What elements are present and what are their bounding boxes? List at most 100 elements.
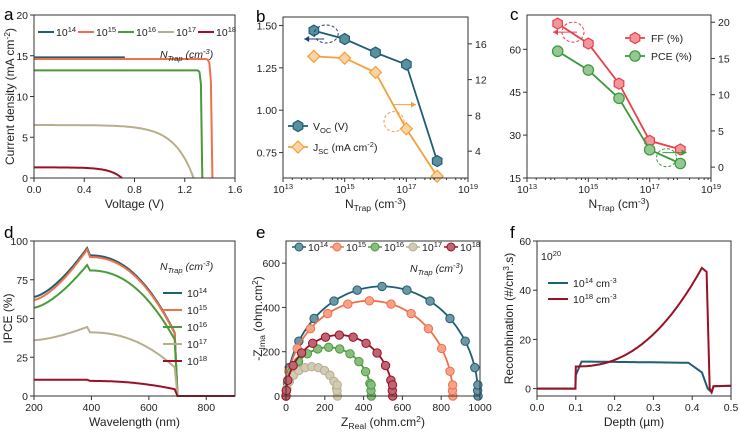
nyquist-point-10^14	[309, 313, 319, 324]
panel-f-xtick-label: 0.3	[646, 402, 661, 414]
jv-curve-10^16	[34, 69, 204, 179]
panel-b-ytick-label: 1.25	[257, 63, 278, 75]
legend-label-10^15: 1015​	[187, 303, 207, 317]
panel-e-xlabel: ZReal (ohm.cm2)	[341, 414, 425, 431]
ipce-curve-10^16	[33, 263, 235, 397]
panel-c-ytick-right-label: 0	[718, 162, 724, 174]
panel-c-ytick-right-label: 20	[718, 17, 730, 29]
series-line-PCE (%)	[557, 50, 681, 165]
nyquist-point-10^18	[334, 330, 345, 340]
panel-b-xtick-label: 1017​	[396, 182, 416, 196]
panel-c-ytick-label: 30	[509, 130, 521, 142]
jsc-arrowhead	[411, 101, 416, 108]
data-point-V_OC (V)	[339, 32, 350, 46]
nyquist-point-10^14	[402, 285, 412, 295]
panel-e-xtick-label: 0	[283, 402, 289, 414]
panel-d-xlabel: Wavelength (nm)	[89, 415, 180, 429]
legend-label-10^16: 1016​	[384, 240, 404, 254]
panel-e-xtick-label: 800	[432, 402, 450, 414]
panel-a-ytick-label: 10	[16, 92, 28, 104]
legend-label-10^14: 1014​	[187, 286, 207, 300]
pce-indicator-ellipse	[656, 148, 678, 168]
nyquist-point-10^15	[305, 323, 316, 334]
nyquist-point-10^14	[352, 285, 362, 295]
panel-c-ytick-label: 45	[509, 87, 521, 99]
panel-c-xlabel: NTrap (cm-3)	[588, 196, 649, 213]
panel-e-frame	[285, 240, 481, 397]
panel-b-xlabel: NTrap (cm-3)	[345, 196, 406, 213]
panel-f-frame	[536, 240, 732, 397]
panel-a-ylabel: Current density (mA cm-2)	[2, 28, 17, 165]
data-point-J_SC (mA cm^-2)	[399, 121, 414, 136]
panel-b-ytick-right-label: 4	[475, 146, 481, 158]
legend-label-10^14: 1014​	[308, 240, 328, 254]
panel-c-frame	[526, 14, 712, 179]
panel-e-legend-title: NTrap (cm-3)	[410, 261, 463, 277]
nyquist-point-10^16	[366, 380, 376, 390]
jv-curve-10^18	[34, 166, 123, 179]
panel-f-ylabel: Recombination (#/cm3.s)	[501, 253, 516, 385]
nyquist-point-10^18	[361, 338, 371, 348]
panel-f-ytick-label: 40	[519, 285, 531, 297]
panel-c-ytick-label: 15	[509, 173, 521, 185]
data-point-PCE (%)	[582, 64, 595, 76]
panel-label-e: e	[256, 223, 265, 242]
recombination-curve-10^18 cm^-3	[537, 266, 732, 395]
data-point-PCE (%)	[551, 45, 564, 58]
nyquist-point-10^16	[335, 344, 345, 354]
panel-c-xtick-label: 1017​	[640, 182, 660, 196]
panel-e-ytick-label: 0	[274, 391, 280, 403]
nyquist-point-10^18	[288, 360, 298, 371]
panel-b-frame	[282, 16, 469, 179]
nyquist-point-10^15	[343, 299, 353, 309]
legend-marker-10^17	[408, 242, 418, 252]
data-point-PCE (%)	[674, 157, 687, 170]
panel-e-ytick-label: 200	[262, 347, 280, 359]
ipce-curve-10^15	[33, 247, 235, 397]
nyquist-point-10^15	[323, 308, 333, 319]
nyquist-point-10^15	[423, 323, 434, 334]
legend-label-10^16: 1016​	[136, 25, 156, 39]
panel-d-ytick-label: 100	[10, 236, 28, 248]
nyquist-point-10^18	[380, 360, 391, 371]
panel-c-ytick-right-label: 15	[718, 53, 730, 65]
panel-d-ytick-label: 25	[16, 352, 28, 364]
legend-label-10^18 cm^-3: 1018 cm-3​	[573, 292, 617, 306]
nyquist-point-10^15	[436, 343, 447, 354]
nyquist-point-10^18	[283, 375, 293, 385]
panel-a-xtick-label: 0.0	[27, 184, 42, 196]
nyquist-point-10^16	[323, 342, 334, 352]
panel-d-legend-title: NTrap (cm-3)	[160, 259, 213, 275]
nyquist-point-10^14	[329, 296, 339, 306]
voc-arrowhead	[304, 36, 310, 43]
data-point-FF (%)	[583, 37, 594, 50]
panel-f-xtick-label: 0.1	[568, 402, 583, 414]
data-point-J_SC (mA cm^-2)	[430, 169, 445, 184]
nyquist-point-10^18	[348, 332, 358, 342]
data-point-V_OC (V)	[431, 154, 443, 168]
panel-f-xtick-label: 0.0	[530, 402, 545, 414]
panel-d-xtick-label: 400	[83, 402, 101, 414]
legend-label-10^15: 1015​	[96, 25, 116, 39]
jv-curve-10^15	[34, 58, 214, 179]
nyquist-point-10^14	[473, 380, 483, 390]
legend-marker-V_OC (V)	[292, 119, 304, 133]
data-point-PCE (%)	[643, 143, 656, 156]
nyquist-point-10^18	[372, 348, 382, 358]
panel-e-ytick-label: 600	[262, 258, 280, 270]
jsc-indicator-ellipse	[383, 111, 405, 133]
legend-label-10^14 cm^-3: 1014 cm-3​	[573, 276, 617, 290]
panel-a-xtick-label: 0.4	[77, 184, 92, 196]
panel-a-xtick-label: 1.6	[228, 184, 243, 196]
panel-c-xtick-label: 1019​	[701, 182, 721, 196]
nyquist-point-10^18	[387, 380, 398, 390]
panel-a-frame	[33, 14, 236, 179]
legend-marker-10^14	[294, 242, 304, 252]
legend-label-V_OC (V): VOC (V)	[313, 121, 348, 135]
legend-marker-FF (%)	[629, 31, 641, 45]
data-point-J_SC (mA cm^-2)	[368, 65, 383, 80]
panel-d-ytick-label: 75	[16, 275, 28, 287]
legend-marker-10^18	[446, 242, 456, 252]
nyquist-point-10^16	[354, 356, 364, 367]
legend-label-10^16: 1016​	[187, 320, 207, 334]
